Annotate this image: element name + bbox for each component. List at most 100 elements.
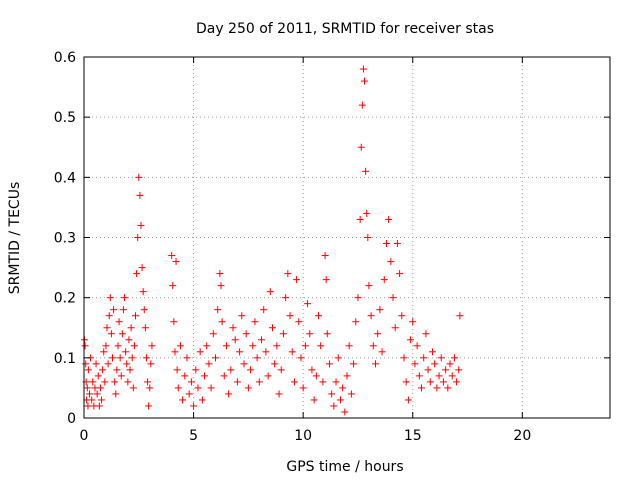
data-point (275, 390, 283, 398)
data-point (119, 306, 127, 314)
data-point (127, 324, 135, 332)
data-point (317, 342, 325, 350)
data-point (145, 402, 153, 410)
data-point (82, 360, 90, 368)
data-point (282, 294, 290, 302)
data-point (173, 366, 181, 374)
data-point (437, 354, 445, 362)
y-tick-label: 0 (67, 411, 76, 427)
data-point (115, 318, 123, 326)
data-point (356, 215, 364, 223)
data-point (172, 258, 180, 266)
data-point (141, 324, 149, 332)
data-point (357, 143, 365, 151)
data-point (176, 342, 184, 350)
data-point (266, 288, 274, 296)
data-point (364, 234, 372, 241)
data-point (137, 221, 145, 229)
data-point (456, 312, 464, 320)
data-point (247, 366, 255, 374)
data-point (361, 77, 369, 85)
data-point (268, 324, 276, 332)
data-point (174, 384, 182, 392)
data-point (102, 342, 110, 350)
data-point (103, 324, 111, 332)
data-point (286, 312, 294, 320)
data-point (453, 378, 461, 386)
data-point (418, 384, 426, 392)
x-axis-label: GPS time / hours (286, 459, 403, 475)
data-point (171, 348, 179, 356)
data-point (315, 312, 323, 320)
data-point (363, 209, 371, 217)
data-point (343, 372, 351, 380)
data-point (290, 378, 298, 386)
data-point (279, 330, 287, 338)
data-point (439, 378, 447, 386)
data-point (380, 276, 388, 284)
data-point (168, 252, 176, 260)
data-point (198, 396, 206, 404)
data-point (359, 65, 367, 73)
data-point (98, 396, 106, 404)
data-point (100, 348, 108, 356)
y-tick-label: 0.4 (54, 170, 76, 186)
data-point (310, 396, 318, 404)
data-point (99, 366, 107, 374)
data-point (319, 378, 327, 386)
data-point (170, 318, 178, 326)
data-point (93, 390, 101, 398)
data-point (433, 384, 441, 392)
data-point (249, 342, 257, 350)
data-point (428, 348, 436, 356)
data-point (187, 378, 195, 386)
y-tick-label: 0.5 (54, 110, 76, 126)
x-tick-label: 15 (404, 428, 422, 444)
data-point (121, 294, 129, 302)
data-point (242, 330, 250, 338)
data-point (218, 318, 226, 326)
data-point (420, 354, 428, 362)
data-point (312, 372, 320, 380)
data-point (371, 360, 379, 368)
data-point (192, 366, 200, 374)
data-point (106, 294, 114, 302)
data-point (367, 312, 375, 320)
data-point (229, 324, 237, 332)
data-point (138, 264, 146, 272)
data-point (404, 396, 412, 404)
data-point (117, 372, 125, 380)
data-point (190, 402, 198, 410)
data-point (402, 378, 410, 386)
x-tick-label: 5 (189, 428, 198, 444)
data-point (169, 282, 177, 290)
data-point (378, 348, 386, 356)
data-point (365, 282, 373, 290)
data-point (253, 354, 261, 362)
data-point (144, 378, 152, 386)
y-tick-label: 0.1 (54, 351, 76, 367)
data-point (411, 360, 419, 368)
data-point (181, 372, 189, 380)
data-point (105, 312, 113, 320)
data-point (216, 270, 224, 278)
data-point (142, 354, 150, 362)
data-point (194, 384, 202, 392)
data-point (128, 354, 136, 362)
data-point (321, 252, 329, 260)
data-point (233, 378, 241, 386)
data-point (336, 396, 344, 404)
data-point (85, 390, 93, 398)
x-tick-label: 0 (80, 428, 89, 444)
chart-title: Day 250 of 2011, SRMTID for receiver sta… (196, 21, 494, 37)
y-tick-label: 0.2 (54, 291, 76, 307)
data-point (277, 366, 285, 374)
data-point (442, 366, 450, 374)
data-point (369, 342, 377, 350)
data-point (205, 360, 213, 368)
data-point (185, 390, 193, 398)
data-point (424, 366, 432, 374)
data-point (328, 390, 336, 398)
data-point (111, 378, 119, 386)
data-point (89, 378, 97, 386)
